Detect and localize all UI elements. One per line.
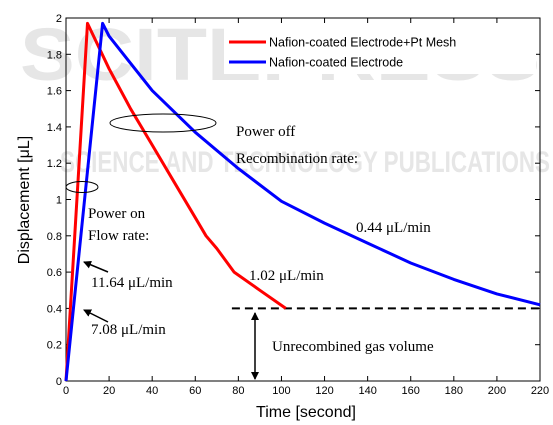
y-axis-title: Displacement [μL] (16, 136, 33, 264)
annotation-power-on: Power on (88, 206, 146, 222)
power-on-ellipse (65, 181, 99, 193)
x-tick-label: 0 (63, 385, 69, 397)
x-tick-label: 60 (189, 385, 201, 397)
annotation-recomb-red: 1.02 μL/min (249, 268, 324, 284)
power-off-ellipse (109, 113, 217, 133)
y-tick-label: 0.6 (47, 267, 62, 279)
annotation-recombination-rate: Recombination rate: (236, 151, 358, 167)
annotation-flow-blue: 7.08 μL/min (91, 322, 166, 338)
legend-label-nafion-pt-mesh: Nafion-coated Electrode+Pt Mesh (269, 36, 456, 50)
legend-background (224, 26, 536, 74)
y-tick-label: 2 (56, 13, 62, 25)
x-tick-label: 120 (315, 385, 333, 397)
annotation-recomb-blue: 0.44 μL/min (356, 220, 431, 236)
y-tick-label: 0.2 (47, 340, 62, 352)
annotation-flow-rate: Flow rate: (88, 228, 149, 244)
x-tick-label: 140 (358, 385, 376, 397)
annotation-power-off: Power off (236, 124, 295, 140)
x-tick-label: 20 (103, 385, 115, 397)
series-line-nafion-electrode (64, 21, 541, 382)
x-tick-label: 80 (232, 385, 244, 397)
x-tick-label: 100 (272, 385, 290, 397)
y-tick-labels: 0 0.2 0.4 0.6 0.8 1 1.2 1.4 1.6 1.8 2 (47, 13, 62, 388)
y-tick-label: 0.4 (47, 303, 62, 315)
legend-label-nafion-electrode: Nafion-coated Electrode (269, 56, 403, 70)
legend: Nafion-coated Electrode+Pt Mesh Nafion-c… (224, 26, 536, 74)
x-axis-title: Time [second] (256, 404, 356, 421)
flow-blue-arrow (83, 309, 109, 323)
y-tick-label: 1.2 (47, 158, 62, 170)
annotation-flow-red: 11.64 μL/min (91, 275, 173, 291)
axis-ticks (65, 17, 541, 382)
x-tick-label: 180 (445, 385, 463, 397)
x-tick-labels: 0 20 40 60 80 100 120 140 160 180 200 220 (63, 385, 549, 397)
y-tick-label: 1.4 (47, 122, 62, 134)
y-tick-label: 1.8 (47, 49, 62, 61)
y-tick-label: 0.8 (47, 231, 62, 243)
watermark-bottom: SCIENCE AND TECHNOLOGY PUBLICATIONS (60, 146, 550, 179)
x-tick-label: 220 (531, 385, 549, 397)
y-tick-label: 1 (56, 195, 62, 207)
y-tick-label: 1.6 (47, 86, 62, 98)
series-line-nafion-pt-mesh (64, 21, 287, 382)
x-tick-label: 40 (146, 385, 158, 397)
x-tick-label: 200 (488, 385, 506, 397)
x-tick-label: 160 (402, 385, 420, 397)
annotation-unrecombined: Unrecombined gas volume (272, 339, 434, 355)
y-tick-label: 0 (56, 376, 62, 388)
flow-red-arrow (83, 261, 109, 273)
